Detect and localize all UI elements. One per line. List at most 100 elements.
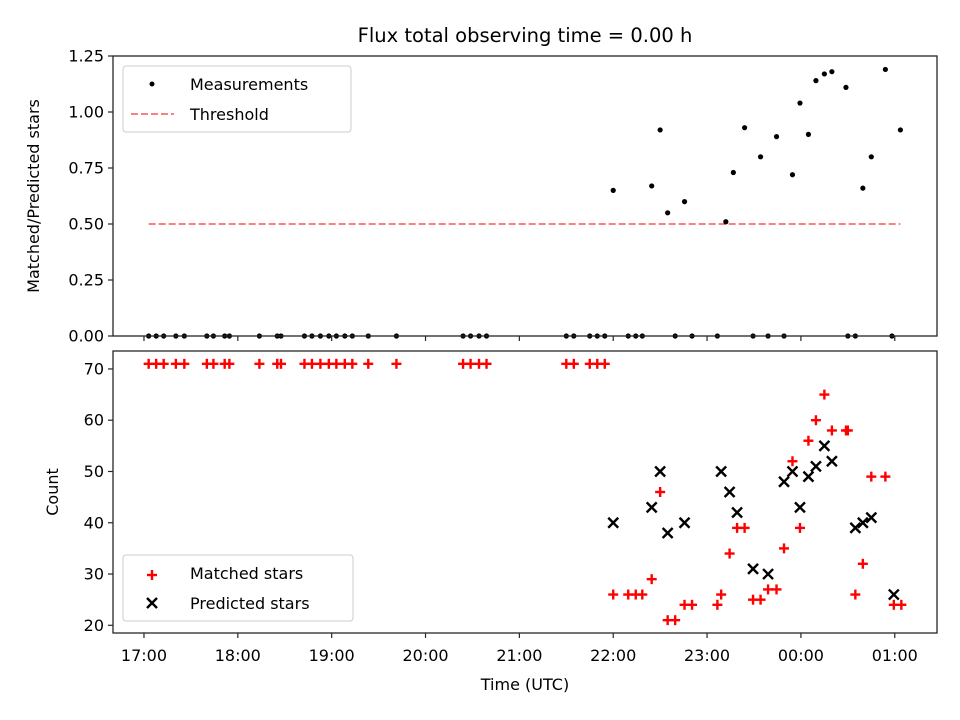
predicted-star-point [715,465,727,478]
matched-star-point [670,615,681,626]
matched-star-point [315,358,326,369]
bottom-x-tick-label: 19:00 [309,646,355,665]
measurement-point [868,154,874,160]
matched-star-point [646,574,657,585]
predicted-star-point [723,486,736,498]
predicted-star-point [794,501,806,514]
measurement-point [610,187,616,193]
predicted-star-point [786,465,799,478]
measurement-point [742,125,748,131]
top-y-tick-label: 1.25 [68,47,104,66]
predicted-star-point [818,440,831,452]
measurement-point [860,185,866,191]
legend-label-threshold: Threshold [189,105,269,124]
matched-star-point [347,358,358,369]
measurement-point [843,84,849,90]
measurement-point [789,172,796,178]
matched-star-point [465,358,476,369]
top-legend-box [122,65,352,133]
matched-star-point [568,358,579,369]
matched-star-point [275,358,286,369]
top-x-ticks [143,336,896,341]
legend-label-predicted: Predicted stars [190,594,310,613]
measurement-point [797,100,803,106]
matched-star-point [771,584,782,595]
measurement-point [897,127,903,133]
matched-star-point [794,522,805,533]
bottom-x-tick-label: 21:00 [496,646,542,665]
legend-marker-predicted [146,597,158,609]
top-y-tick-label: 0.25 [68,271,104,290]
predicted-star-point [778,475,790,488]
top-y-ticks: 0.00 0.25 0.50 0.75 1.00 1.25 [68,47,113,346]
bottom-y-tick-label: 40 [84,513,104,532]
measurement-point [723,219,729,225]
top-y-axis-label: Matched/Predicted stars [24,99,43,293]
bottom-x-tick-label: 18:00 [215,646,261,665]
predicted-star-point [645,501,658,514]
matched-star-point [599,358,610,369]
predicted-star-point [849,522,862,534]
bottom-x-ticks: 17:00 18:00 19:00 20:00 21:00 22:00 23:00 00:00… [121,633,918,665]
bottom-axes-frame [112,350,938,634]
matched-star-point [826,425,837,436]
measurement-point [773,134,780,140]
measurement-point [681,199,688,205]
predicted-star-point [826,455,838,468]
matched-star-point [739,522,750,533]
top-y-tick-label: 1.00 [68,103,104,122]
matched-star-point [850,589,861,600]
predicted-star-point [747,563,759,575]
measurement-point [657,127,663,133]
bottom-x-tick-label: 17:00 [121,646,167,665]
measurement-point [730,169,736,176]
predicted-star-point [810,460,822,473]
predicted-star-point [762,568,774,580]
matched-star-point [787,456,798,467]
matched-star-point [779,543,790,554]
legend-marker-measurements [149,81,155,87]
top-axes-frame [112,55,938,337]
matched-star-point [363,358,374,369]
bottom-x-tick-label: 00:00 [778,646,824,665]
predicted-star-point [802,470,815,483]
bottom-y-axis-label: Count [43,468,62,516]
bottom-y-tick-label: 20 [84,616,104,635]
measurement-point [649,183,655,189]
measurement-point [805,131,812,137]
predicted-star-point [887,588,900,601]
matched-star-point [158,358,169,369]
matched-star-point [179,358,190,369]
matched-star-point [763,584,774,595]
matched-star-point [655,487,666,497]
matched-star-point [331,358,342,369]
matched-star-point [306,358,317,369]
bottom-x-tick-label: 20:00 [402,646,448,665]
measurement-point [829,69,835,75]
matched-star-point [857,558,868,569]
measurement-point [821,71,827,77]
matched-star-point [224,358,235,369]
matched-star-point [170,358,181,369]
bottom-x-tick-label: 22:00 [590,646,636,665]
measurement-point [757,154,764,160]
bottom-y-tick-label: 70 [84,359,104,378]
legend-label-matched: Matched stars [190,564,303,583]
matched-star-point [254,358,265,369]
measurement-point [665,210,671,216]
predicted-star-point [731,506,743,519]
bottom-y-tick-label: 50 [84,462,104,481]
bottom-x-tick-label: 01:00 [872,646,918,665]
matched-star-point [637,589,648,600]
matched-star-point [608,589,619,600]
matched-star-point [880,471,891,482]
matched-star-point [712,599,723,610]
matched-star-point [391,358,402,369]
chart-title: Flux total observing time = 0.00 h [358,24,693,47]
x-axis-label: Time (UTC) [480,675,569,694]
matched-star-point [866,471,877,482]
bottom-plot-area [143,358,907,626]
matched-star-point [481,358,492,369]
top-axes: 0.00 0.25 0.50 0.75 1.00 1.25 Matched/Predict… [24,47,938,346]
